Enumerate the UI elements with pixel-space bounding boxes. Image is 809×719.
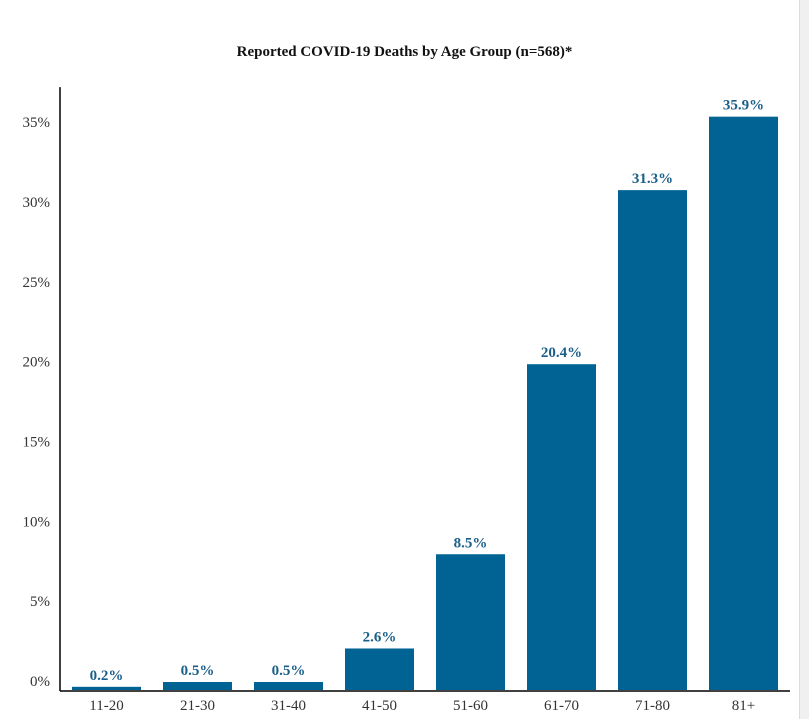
bar [527, 364, 596, 690]
y-tick-label: 25% [23, 275, 51, 291]
bar-value-label: 0.2% [90, 668, 124, 684]
chart-title: Reported COVID-19 Deaths by Age Group (n… [236, 44, 573, 60]
bar-value-label: 20.4% [541, 345, 582, 361]
x-tick-label: 51-60 [453, 698, 488, 714]
bar-value-label: 35.9% [723, 98, 764, 114]
x-tick-label: 31-40 [271, 698, 306, 714]
y-tick-label: 5% [30, 594, 50, 610]
y-tick-label: 15% [23, 434, 51, 450]
bar [345, 648, 414, 690]
x-tick-label: 11-20 [89, 698, 123, 714]
bar-value-label: 2.6% [363, 629, 397, 645]
y-tick-label: 20% [23, 355, 51, 371]
x-axis-ticks: 11-20 21-30 31-40 41-50 51-60 61-70 71-80 81+ [89, 698, 755, 714]
bar-data-labels: 0.2% 0.5% 0.5% 2.6% 8.5% 20.4% 31.3% 35.9% [90, 98, 765, 684]
bar [254, 682, 323, 690]
bar-value-label: 31.3% [632, 171, 673, 187]
bar [163, 682, 232, 690]
y-tick-label: 0% [30, 674, 50, 690]
scrollbar-edge [799, 0, 809, 719]
bar [618, 190, 687, 691]
bar [709, 116, 778, 690]
bar-value-label: 0.5% [272, 663, 306, 679]
bar-value-label: 0.5% [181, 663, 215, 679]
x-tick-label: 61-70 [544, 698, 579, 714]
x-tick-label: 71-80 [635, 698, 670, 714]
x-tick-label: 21-30 [180, 698, 215, 714]
x-tick-label: 81+ [732, 698, 755, 714]
x-tick-label: 41-50 [362, 698, 397, 714]
y-tick-label: 30% [23, 195, 51, 211]
bar-value-label: 8.5% [454, 535, 488, 551]
bar [72, 686, 141, 690]
bar [436, 554, 505, 690]
y-tick-label: 35% [23, 115, 51, 131]
y-tick-label: 10% [23, 514, 51, 530]
bars [72, 116, 778, 691]
y-axis-ticks: 0% 5% 10% 15% 20% 25% 30% 35% [23, 115, 51, 690]
